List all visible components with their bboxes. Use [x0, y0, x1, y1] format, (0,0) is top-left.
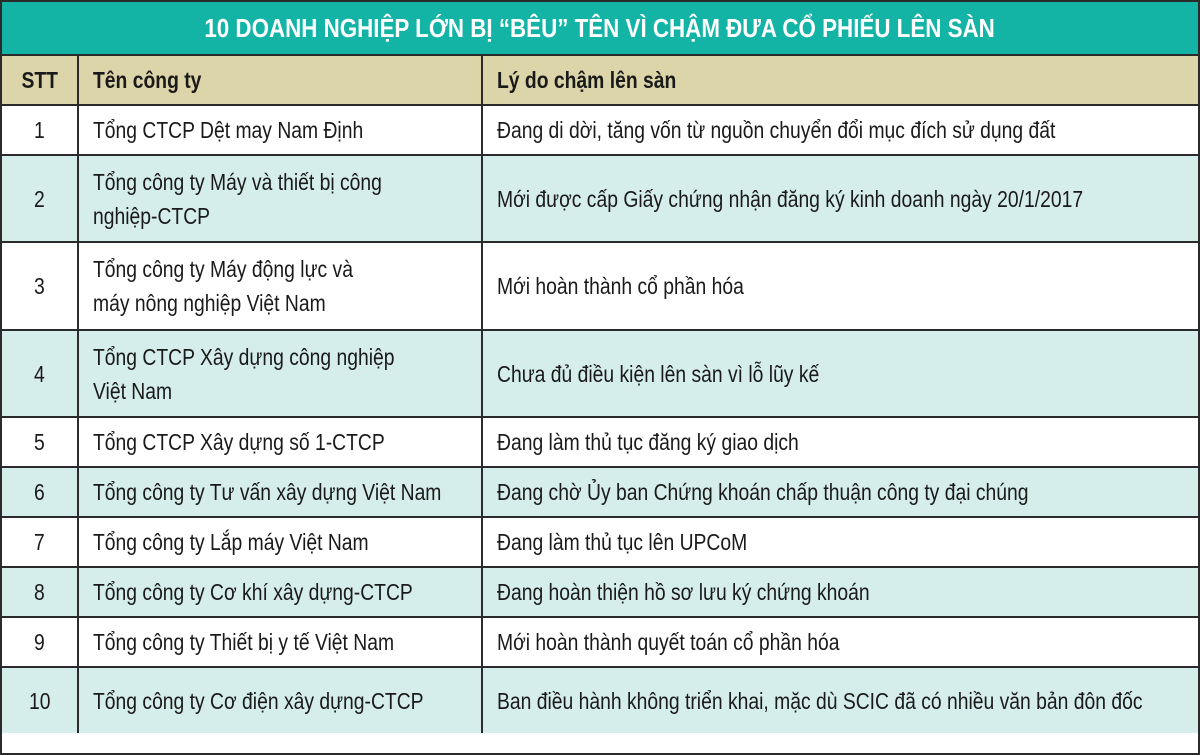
cell-reason: Mới hoàn thành quyết toán cổ phần hóa: [481, 616, 1198, 668]
table-row: 6 Tổng công ty Tư vấn xây dựng Việt Nam Đa…: [2, 466, 1198, 518]
cell-reason: Đang chờ Ủy ban Chứng khoán chấp thuận c…: [481, 466, 1198, 518]
cell-text: Mới được cấp Giấy chứng nhận đăng ký kin…: [497, 185, 1084, 212]
cell-company: Tổng CTCP Xây dựng số 1-CTCP: [77, 416, 483, 468]
cell-reason: Đang làm thủ tục lên UPCoM: [481, 516, 1198, 568]
table-row: 7 Tổng công ty Lắp máy Việt Nam Đang làm t…: [2, 516, 1198, 568]
cell-text: Đang chờ Ủy ban Chứng khoán chấp thuận c…: [497, 479, 1029, 505]
table-row: 4 Tổng CTCP Xây dựng công nghiệp Việt Nam C…: [2, 329, 1198, 418]
cell-stt: 1: [2, 104, 79, 156]
cell-company: Tổng công ty Cơ điện xây dựng-CTCP: [77, 666, 483, 733]
cell-text: Ban điều hành không triển khai, mặc dù S…: [497, 687, 1143, 714]
cell-text: 9: [34, 629, 45, 655]
cell-text: Tên công ty: [93, 67, 202, 93]
cell-stt: 9: [2, 616, 79, 668]
cell-text: Tổng CTCP Xây dựng công nghiệp: [93, 343, 395, 370]
cell-text: 7: [34, 529, 45, 555]
table-row: 5 Tổng CTCP Xây dựng số 1-CTCP Đang làm th…: [2, 416, 1198, 468]
cell-text: Đang hoàn thiện hồ sơ lưu ký chứng khoán: [497, 579, 870, 605]
cell-company: Tổng công ty Tư vấn xây dựng Việt Nam: [77, 466, 483, 518]
table-row: 8 Tổng công ty Cơ khí xây dựng-CTCP Đang h…: [2, 566, 1198, 618]
cell-reason: Mới hoàn thành cổ phần hóa: [481, 241, 1198, 331]
header-stt: STT: [2, 56, 79, 106]
cell-stt: 10: [2, 666, 79, 733]
cell-text: 3: [34, 273, 45, 299]
cell-text: 2: [34, 185, 45, 212]
cell-text: Đang làm thủ tục đăng ký giao dịch: [497, 429, 799, 455]
cell-company: Tổng công ty Máy và thiết bị công nghiệp-…: [77, 154, 483, 243]
cell-reason: Mới được cấp Giấy chứng nhận đăng ký kin…: [481, 154, 1198, 243]
companies-table: STT Tên công ty Lý do chậm lên sàn 1 Tổng…: [2, 56, 1198, 733]
cell-text: Đang di dời, tăng vốn từ nguồn chuyển đổ…: [497, 117, 1056, 143]
cell-stt: 2: [2, 154, 79, 243]
cell-text: Tổng công ty Cơ khí xây dựng-CTCP: [93, 579, 413, 605]
cell-text: 5: [34, 429, 45, 455]
cell-text: Tổng công ty Máy và thiết bị công: [93, 168, 382, 195]
cell-reason: Đang hoàn thiện hồ sơ lưu ký chứng khoán: [481, 566, 1198, 618]
cell-text: STT: [21, 67, 58, 93]
cell-reason: Đang di dời, tăng vốn từ nguồn chuyển đổ…: [481, 104, 1198, 156]
cell-text: Mới hoàn thành cổ phần hóa: [497, 273, 744, 299]
table-row: 10 Tổng công ty Cơ điện xây dựng-CTCP Ban …: [2, 666, 1198, 733]
cell-stt: 6: [2, 466, 79, 518]
cell-company: Tổng công ty Lắp máy Việt Nam: [77, 516, 483, 568]
cell-text: 4: [34, 360, 45, 387]
cell-stt: 7: [2, 516, 79, 568]
cell-text: Tổng công ty Tư vấn xây dựng Việt Nam: [93, 479, 442, 505]
cell-stt: 5: [2, 416, 79, 468]
cell-text: Chưa đủ điều kiện lên sàn vì lỗ lũy kế: [497, 360, 820, 387]
cell-text: Việt Nam: [93, 377, 173, 404]
cell-text: Đang làm thủ tục lên UPCoM: [497, 529, 748, 555]
cell-text: 6: [34, 479, 45, 505]
table-row: 3 Tổng công ty Máy động lực và máy nông ng…: [2, 241, 1198, 331]
header-row: STT Tên công ty Lý do chậm lên sàn: [2, 56, 1198, 106]
cell-text: Tổng công ty Thiết bị y tế Việt Nam: [93, 629, 395, 655]
cell-text: Tổng công ty Lắp máy Việt Nam: [93, 529, 369, 555]
cell-company: Tổng công ty Thiết bị y tế Việt Nam: [77, 616, 483, 668]
cell-stt: 8: [2, 566, 79, 618]
table-row: 1 Tổng CTCP Dệt may Nam Định Đang di dời, …: [2, 104, 1198, 156]
cell-reason: Đang làm thủ tục đăng ký giao dịch: [481, 416, 1198, 468]
cell-text: 10: [28, 687, 51, 714]
cell-text: 10 DOANH NGHIỆP LỚN BỊ “BÊU” TÊN VÌ CHẬM…: [204, 12, 996, 43]
cell-reason: Ban điều hành không triển khai, mặc dù S…: [481, 666, 1198, 733]
cell-text: Tổng CTCP Xây dựng số 1-CTCP: [93, 429, 385, 455]
cell-reason: Chưa đủ điều kiện lên sàn vì lỗ lũy kế: [481, 329, 1198, 418]
table-row: 9 Tổng công ty Thiết bị y tế Việt Nam Mới …: [2, 616, 1198, 668]
header-reason: Lý do chậm lên sàn: [481, 56, 1198, 106]
cell-company: Tổng CTCP Dệt may Nam Định: [77, 104, 483, 156]
cell-stt: 4: [2, 329, 79, 418]
cell-company: Tổng công ty Cơ khí xây dựng-CTCP: [77, 566, 483, 618]
table-title: 10 DOANH NGHIỆP LỚN BỊ “BÊU” TÊN VÌ CHẬM…: [2, 2, 1198, 56]
header-company: Tên công ty: [77, 56, 483, 106]
cell-text: 8: [34, 579, 45, 605]
cell-text: 1: [34, 117, 45, 143]
cell-text: Tổng công ty Cơ điện xây dựng-CTCP: [93, 687, 424, 714]
cell-text: Mới hoàn thành quyết toán cổ phần hóa: [497, 629, 840, 655]
cell-text: Lý do chậm lên sàn: [497, 67, 677, 93]
cell-company: Tổng CTCP Xây dựng công nghiệp Việt Nam: [77, 329, 483, 418]
table-row: 2 Tổng công ty Máy và thiết bị công nghiệp…: [2, 154, 1198, 243]
cell-text: Tổng công ty Máy động lực và: [93, 256, 353, 282]
cell-stt: 3: [2, 241, 79, 331]
cell-company: Tổng công ty Máy động lực và máy nông ngh…: [77, 241, 483, 331]
cell-text: máy nông nghiệp Việt Nam: [93, 290, 326, 316]
cell-text: Tổng CTCP Dệt may Nam Định: [93, 117, 364, 143]
cell-text: nghiệp-CTCP: [93, 202, 211, 229]
